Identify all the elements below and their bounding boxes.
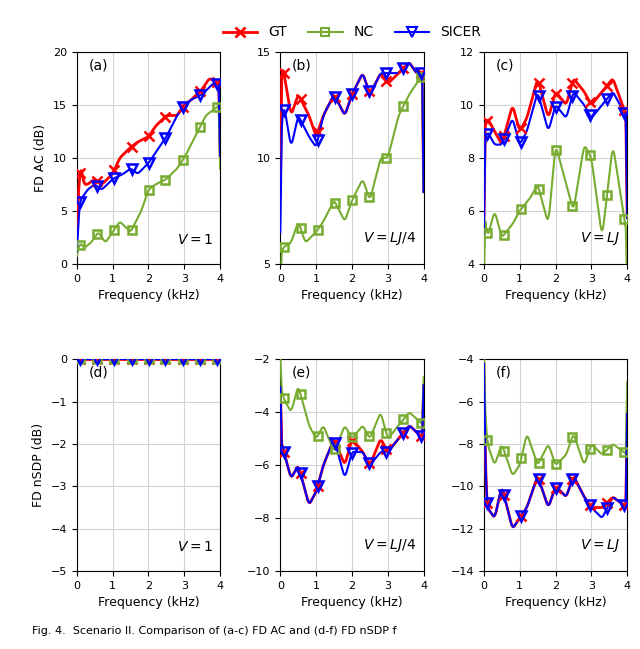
X-axis label: Frequency (kHz): Frequency (kHz) xyxy=(505,289,606,302)
Text: $V = LJ/4$: $V = LJ/4$ xyxy=(364,230,417,247)
Text: (d): (d) xyxy=(88,365,108,380)
Y-axis label: FD AC (dB): FD AC (dB) xyxy=(35,124,47,192)
Text: (a): (a) xyxy=(88,58,108,72)
X-axis label: Frequency (kHz): Frequency (kHz) xyxy=(301,596,403,609)
X-axis label: Frequency (kHz): Frequency (kHz) xyxy=(98,596,199,609)
Text: (b): (b) xyxy=(292,58,312,72)
Text: (f): (f) xyxy=(495,365,511,380)
Text: Fig. 4.  Scenario II. Comparison of (a-c) FD AC and (d-f) FD nSDP f: Fig. 4. Scenario II. Comparison of (a-c)… xyxy=(32,626,397,636)
Text: $V = 1$: $V = 1$ xyxy=(177,233,213,247)
X-axis label: Frequency (kHz): Frequency (kHz) xyxy=(301,289,403,302)
Text: $V = LJ$: $V = LJ$ xyxy=(580,230,620,247)
X-axis label: Frequency (kHz): Frequency (kHz) xyxy=(505,596,606,609)
Y-axis label: FD nSDP (dB): FD nSDP (dB) xyxy=(32,423,45,508)
Text: $V = LJ$: $V = LJ$ xyxy=(580,537,620,554)
Text: (e): (e) xyxy=(292,365,311,380)
Text: $V = 1$: $V = 1$ xyxy=(177,540,213,554)
Legend: GT, NC, SICER: GT, NC, SICER xyxy=(217,20,487,45)
X-axis label: Frequency (kHz): Frequency (kHz) xyxy=(98,289,199,302)
Text: $V = LJ/4$: $V = LJ/4$ xyxy=(364,537,417,554)
Text: (c): (c) xyxy=(495,58,514,72)
